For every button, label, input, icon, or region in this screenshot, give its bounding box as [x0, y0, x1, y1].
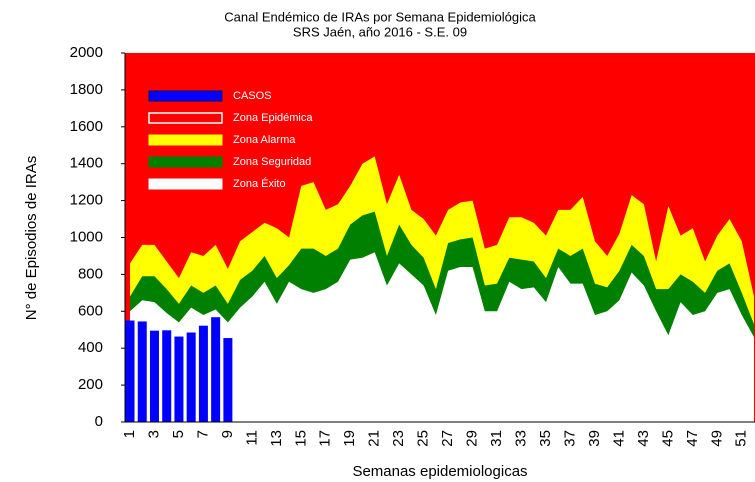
x-tick-label: 17	[317, 430, 334, 447]
x-tick-label: 33	[512, 430, 529, 447]
x-tick-label: 19	[341, 430, 358, 447]
y-tick-label: 1200	[70, 192, 103, 209]
x-tick-label: 35	[537, 430, 554, 447]
x-tick-label: 41	[610, 430, 627, 447]
y-tick-label: 1000	[70, 228, 103, 245]
y-tick-label: 0	[95, 413, 103, 430]
bar	[223, 338, 233, 422]
x-tick-label: 23	[390, 430, 407, 447]
y-tick-label: 2000	[70, 44, 103, 61]
x-tick-label: 49	[708, 430, 725, 447]
legend-label: Zona Alarma	[233, 134, 296, 146]
x-tick-label: 9	[219, 430, 236, 438]
x-axis-title: Semanas epidemiologicas	[352, 463, 527, 480]
y-tick-label: 800	[78, 265, 103, 282]
x-tick-label: 29	[464, 430, 481, 447]
x-tick-label: 47	[684, 430, 701, 447]
y-axis-title: N° de Episodios de IRAs	[23, 156, 40, 320]
legend-swatch	[148, 134, 223, 146]
x-tick-label: 13	[268, 430, 285, 447]
x-tick-label: 27	[439, 430, 456, 447]
bar	[125, 320, 135, 422]
x-tick-label: 5	[170, 430, 187, 438]
legend-swatch	[148, 156, 223, 168]
x-tick-label: 43	[635, 430, 652, 447]
bar	[211, 317, 221, 422]
legend-label: Zona Seguridad	[233, 156, 311, 168]
x-tick-label: 3	[145, 430, 162, 438]
y-tick-label: 1600	[70, 118, 103, 135]
x-tick-label: 15	[292, 430, 309, 447]
legend-swatch	[148, 178, 223, 190]
x-tick-label: 11	[243, 430, 260, 446]
y-tick-label: 200	[78, 376, 103, 393]
chart-subtitle: SRS Jaén, año 2016 - S.E. 09	[293, 24, 467, 39]
x-tick-label: 21	[366, 430, 383, 447]
x-tick-label: 1	[121, 430, 138, 438]
bar	[198, 325, 208, 422]
bar	[137, 321, 147, 422]
bar	[174, 336, 184, 422]
y-tick-label: 1800	[70, 81, 103, 98]
legend-swatch	[148, 112, 223, 124]
x-tick-label: 7	[194, 430, 211, 438]
y-tick-label: 1400	[70, 155, 103, 172]
legend-label: CASOS	[233, 90, 272, 102]
x-tick-label: 39	[586, 430, 603, 447]
x-tick-label: 51	[733, 430, 750, 447]
y-tick-label: 400	[78, 339, 103, 356]
bar	[149, 330, 159, 422]
x-tick-label: 25	[415, 430, 432, 447]
bar	[186, 332, 196, 422]
bar	[162, 330, 172, 422]
legend-label: Zona Epidémica	[233, 112, 313, 124]
x-tick-label: 45	[659, 430, 676, 447]
y-tick-label: 600	[78, 302, 103, 319]
zone-area	[130, 252, 754, 422]
legend-label: Zona Éxito	[233, 177, 286, 190]
x-tick-label: 31	[488, 430, 505, 447]
chart-title: Canal Endémico de IRAs por Semana Epidem…	[224, 9, 536, 24]
x-tick-label: 37	[561, 430, 578, 447]
legend-swatch	[148, 90, 223, 102]
